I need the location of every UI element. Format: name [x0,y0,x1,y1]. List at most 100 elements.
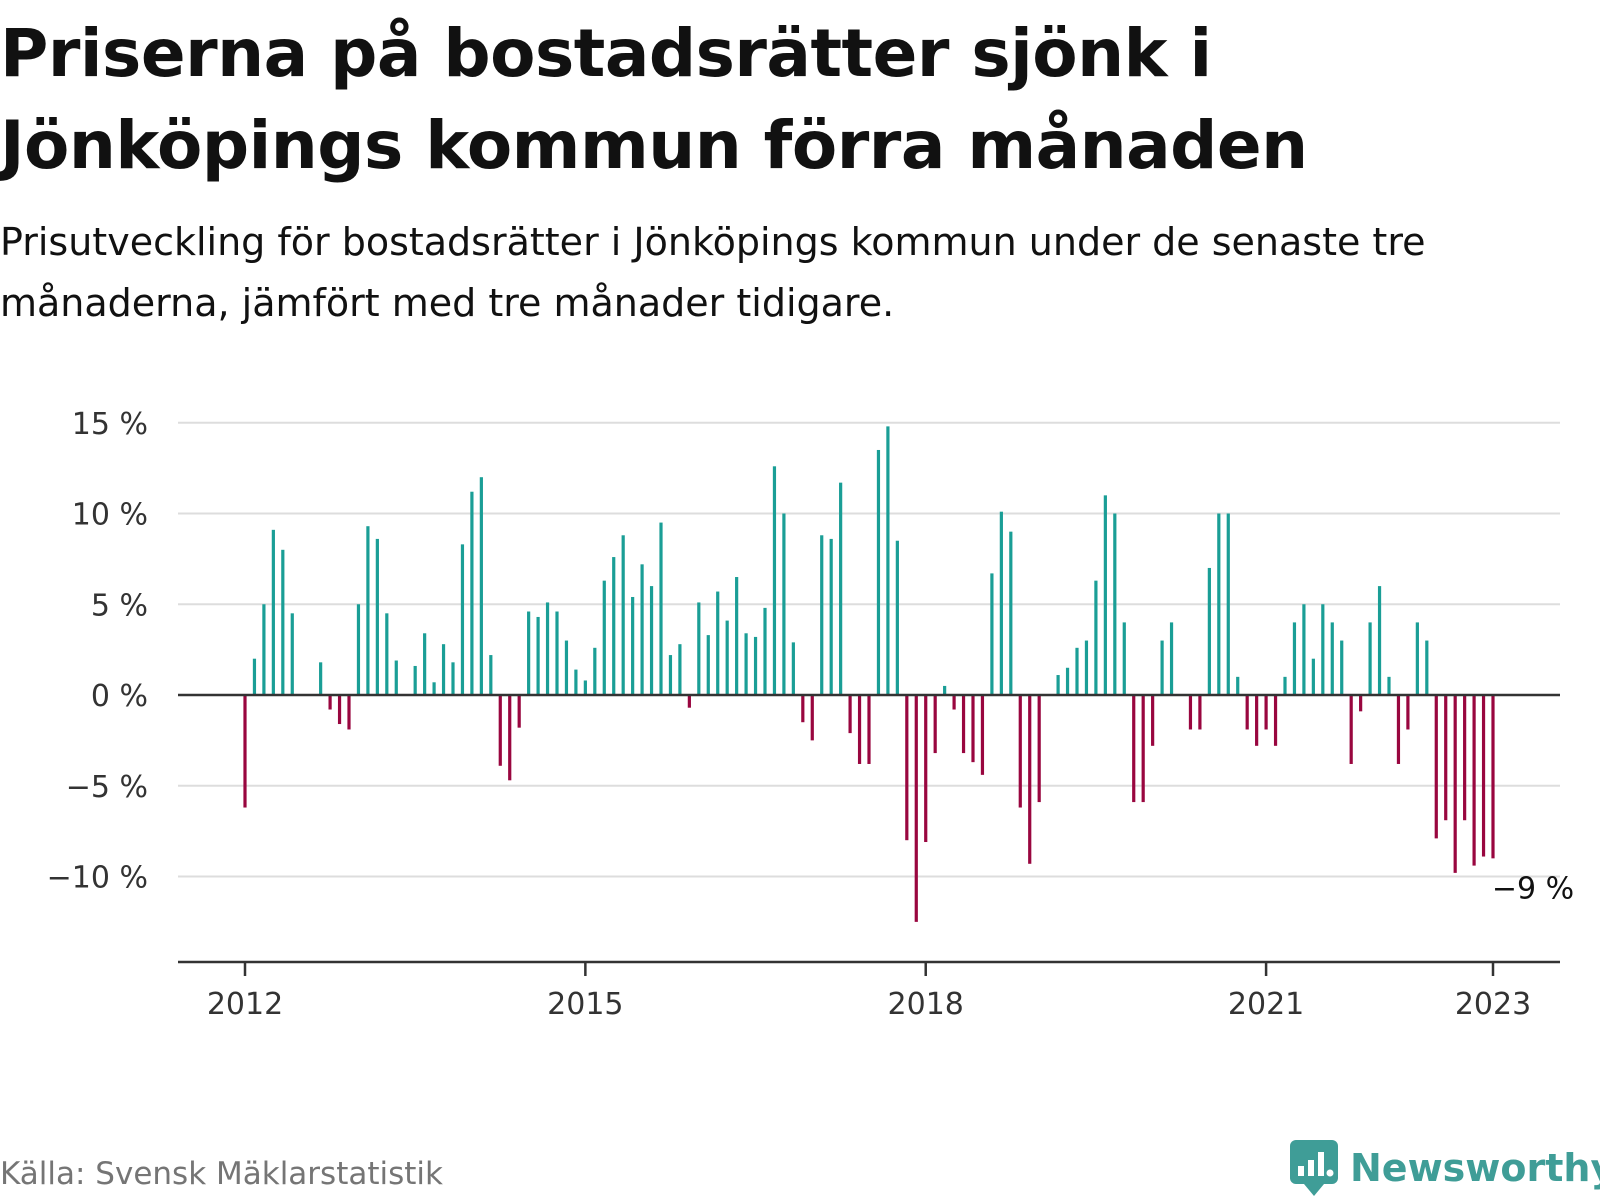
bar [621,535,625,695]
bar [1132,695,1136,803]
bar [290,613,294,695]
bar [1273,695,1278,746]
bar [262,604,266,695]
bar [564,640,569,695]
bar-chart: 15 % 10 % 5 % 0 % −5 % −10 % 2012 2015 2018 2021… [47,407,1574,1022]
bar [867,695,871,764]
bar [1463,695,1467,821]
bar [933,695,937,754]
bar [375,538,379,695]
bar [980,695,985,775]
brand-name: Newsworthy [1350,1146,1600,1190]
bar [640,564,644,695]
bar [517,695,521,728]
bar [772,466,777,695]
bar [583,680,587,695]
x-tick-label: 2021 [1228,987,1304,1022]
bar [1311,658,1315,695]
bar [432,682,436,695]
y-tick-label: 10 % [72,498,148,533]
bar [1340,640,1344,695]
bar [801,695,805,723]
bar [1377,586,1382,695]
bar [536,616,540,695]
bar [498,695,502,766]
bar [1094,580,1098,695]
bar [1151,695,1155,746]
last-value-label: −9 % [1492,871,1574,906]
x-tick-label: 2012 [207,987,283,1022]
bar [1009,531,1013,695]
chart-title: Priserna på bostadsrätter sjönk i Jönköp… [0,15,1308,184]
bar [441,644,446,695]
bar [1292,622,1297,695]
bar [961,695,966,754]
bar [820,535,824,695]
bar [555,611,559,695]
bar [735,577,739,695]
bar [1491,695,1495,859]
bar [895,540,899,695]
bar [1113,513,1117,695]
y-tick-label: −5 % [66,770,148,805]
bar [886,426,890,695]
bar [1018,695,1022,808]
y-axis-tick-labels: 15 % 10 % 5 % 0 % −5 % −10 % [47,407,148,896]
bar [1359,695,1363,712]
bar [1065,667,1070,695]
bar [356,604,361,695]
bar [631,596,635,695]
bar [1122,622,1126,695]
bar [612,557,616,695]
gridlines [178,421,1560,878]
bar [1056,675,1060,695]
bar [924,695,928,843]
source-note: Källa: Svensk Mäklarstatistik [0,1156,443,1192]
bar [678,644,682,695]
bar [1434,695,1438,839]
bar [1264,695,1268,730]
bar [1330,622,1334,695]
bar [1188,695,1193,730]
bar [1160,640,1164,695]
bar [451,662,455,695]
bar [1236,676,1240,695]
bar [366,526,370,695]
bar [943,685,947,695]
bar [337,695,342,725]
bar [1368,622,1372,695]
bar [763,607,767,695]
bar [687,695,691,708]
x-tick-label: 2018 [888,987,964,1022]
bar [1169,622,1174,695]
bar [1198,695,1202,730]
bar [508,695,512,781]
bar [489,655,493,695]
bar [952,695,956,710]
bar [1283,676,1287,695]
bar [659,522,663,695]
brand-logo: Newsworthy [1290,1140,1600,1196]
y-tick-label: 5 % [91,588,148,623]
bar [716,591,720,695]
bar [423,633,427,695]
x-axis-ticks: 2012 2015 2018 2021 2023 [207,962,1531,1022]
bar [385,613,389,695]
bar [1075,647,1079,695]
bar [857,695,862,764]
bar [753,636,758,695]
bar [470,491,474,695]
bar [999,511,1003,695]
bar [479,477,483,695]
bar [574,669,578,695]
bar [545,602,550,695]
bar [839,482,843,695]
bar [460,544,465,695]
bar [810,695,814,741]
y-tick-label: 0 % [91,679,148,714]
bar [1444,695,1448,821]
bar [914,695,918,922]
bar [1103,495,1107,695]
bar [697,602,701,695]
bar [1415,622,1419,695]
